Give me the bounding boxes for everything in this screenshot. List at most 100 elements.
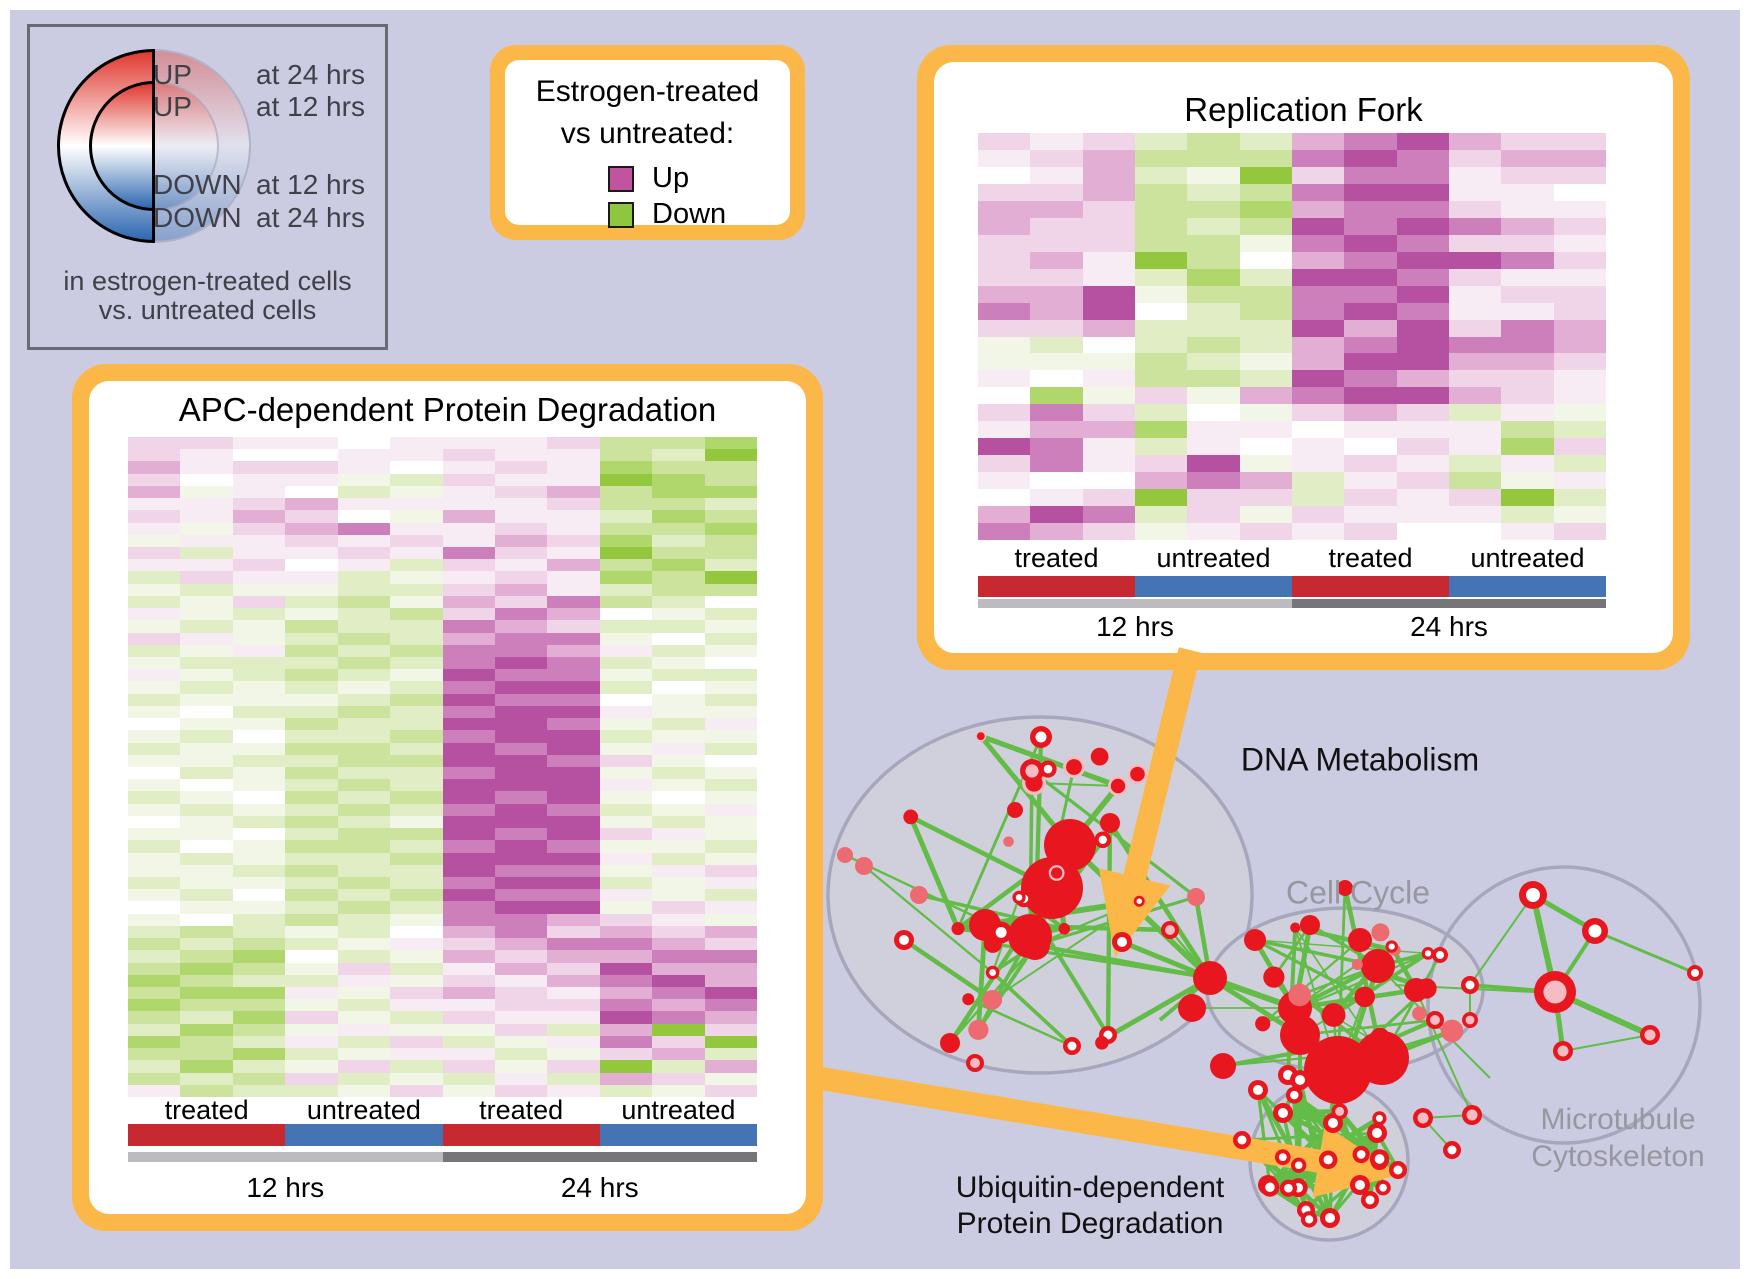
heatmap-cell <box>232 1048 286 1061</box>
ring-gradient-inner <box>89 81 219 211</box>
heatmap-cell <box>652 595 705 609</box>
heatmap-cell <box>180 754 233 767</box>
heatmap-cell <box>128 473 181 486</box>
heatmap-cell <box>337 791 391 804</box>
heatmap-cell <box>232 950 286 963</box>
heatmap-cell <box>1291 133 1345 150</box>
heatmap-cell <box>1030 489 1083 507</box>
heatmap-cell <box>285 718 338 731</box>
heatmap-cell <box>285 595 338 609</box>
heatmap-cell <box>599 510 653 523</box>
heatmap-cell <box>599 962 653 975</box>
heatmap-cell <box>704 779 757 792</box>
heatmap-cell <box>1030 438 1083 456</box>
heatmap-cell <box>704 522 757 535</box>
heatmap-cell <box>599 498 653 511</box>
heatmap-cell <box>442 669 495 682</box>
heatmap-cell <box>1030 336 1083 354</box>
heatmap-cell <box>1082 489 1135 507</box>
heatmap-cell <box>180 730 233 743</box>
heatmap-cell <box>285 754 338 767</box>
heatmap-cell <box>1239 472 1292 490</box>
heatmap-cell <box>442 1011 495 1024</box>
heatmap-cell <box>1082 506 1135 524</box>
heatmap-cell <box>547 437 600 450</box>
heatmap-cell <box>285 730 338 743</box>
heatmap-cell <box>547 705 600 719</box>
heatmap-cell <box>180 718 233 731</box>
heatmap-cell <box>285 815 338 829</box>
heatmap-cell <box>599 485 653 499</box>
heatmap-cell <box>599 583 653 596</box>
heatmap-cell <box>1030 455 1083 473</box>
heatmap-cell <box>180 987 233 1000</box>
replication-fork-time-labels: 12 hrs 24 hrs <box>978 611 1606 643</box>
heatmap-cell <box>547 864 600 877</box>
heatmap-cell <box>652 889 705 902</box>
heatmap-cell <box>180 669 233 682</box>
heatmap-cell <box>1291 353 1345 371</box>
heatmap-cell <box>652 632 705 645</box>
heatmap-cell <box>1501 302 1554 320</box>
heatmap-cell <box>1553 421 1606 439</box>
heatmap-cell <box>337 828 391 841</box>
heatmap-cell <box>494 938 548 951</box>
heatmap-cell <box>704 608 757 621</box>
heatmap-cell <box>978 200 1031 218</box>
heatmap-cell <box>599 449 653 462</box>
heatmap-cell <box>494 913 548 926</box>
heatmap-cell <box>285 510 338 523</box>
heatmap-cell <box>337 669 391 682</box>
heatmap-cell <box>442 681 495 694</box>
heatmap-cell <box>494 669 548 682</box>
heatmap-cell <box>337 522 391 535</box>
heatmap-cell <box>652 681 705 694</box>
heatmap-cell <box>180 767 233 780</box>
heatmap-cell <box>1291 183 1345 201</box>
apc-heatmap-panel: APC-dependent Protein Degradation treate… <box>72 364 823 1231</box>
heatmap-cell <box>704 974 757 987</box>
heatmap-cell <box>547 742 600 755</box>
heatmap-cell <box>1501 234 1554 252</box>
heatmap-cell <box>180 681 233 694</box>
heatmap-cell <box>704 571 757 584</box>
heatmap-cell <box>599 669 653 682</box>
heatmap-cell <box>978 336 1031 354</box>
heatmap-cell <box>599 877 653 890</box>
heatmap-cell <box>704 999 757 1012</box>
heatmap-cell <box>704 510 757 523</box>
heatmap-cell <box>599 1035 653 1049</box>
heatmap-cell <box>442 791 495 804</box>
heatmap-cell <box>1448 336 1502 354</box>
heatmap-cell <box>704 791 757 804</box>
heatmap-cell <box>978 387 1031 405</box>
heatmap-cell <box>1030 421 1083 439</box>
heatmap-cell <box>232 461 286 474</box>
heatmap-cell <box>1291 166 1345 184</box>
heatmap-cell <box>1501 506 1554 524</box>
heatmap-cell <box>1187 217 1240 235</box>
heatmap-cell <box>704 877 757 890</box>
heatmap-cell <box>1291 472 1345 490</box>
heatmap-cell <box>494 803 548 816</box>
heatmap-cell <box>978 268 1031 286</box>
heatmap-cell <box>285 950 338 963</box>
heatmap-cell <box>1134 166 1188 184</box>
heatmap-cell <box>1030 353 1083 371</box>
heatmap-cell <box>337 1011 391 1024</box>
heatmap-cell <box>1187 455 1240 473</box>
heatmap-cell <box>1553 506 1606 524</box>
heatmap-cell <box>1448 217 1502 235</box>
heatmap-cell <box>1239 166 1292 184</box>
heatmap-cell <box>180 485 233 499</box>
heatmap-cell <box>285 705 338 719</box>
heatmap-cell <box>1291 455 1345 473</box>
heatmap-cell <box>1187 319 1240 337</box>
heatmap-cell <box>442 999 495 1012</box>
heatmap-cell <box>704 632 757 645</box>
heatmap-cell <box>1082 302 1135 320</box>
heatmap-cell <box>232 473 286 486</box>
heatmap-cell <box>390 595 443 609</box>
heatmap-cell <box>1187 523 1240 540</box>
heatmap-cell <box>494 767 548 780</box>
